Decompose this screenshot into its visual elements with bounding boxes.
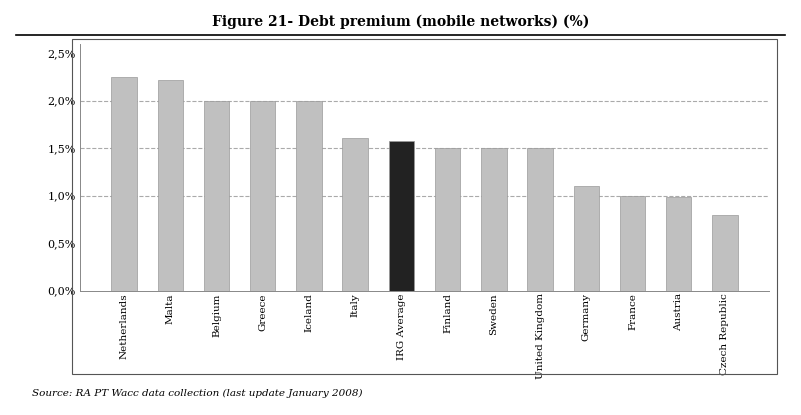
Bar: [250, 100, 276, 290]
Bar: [481, 148, 506, 290]
Bar: [296, 100, 322, 290]
Text: Source: RA PT Wacc data collection (last update January 2008): Source: RA PT Wacc data collection (last…: [32, 389, 363, 398]
Bar: [111, 77, 137, 290]
Bar: [388, 142, 414, 290]
Bar: [666, 198, 691, 290]
Bar: [158, 80, 183, 290]
Bar: [203, 100, 229, 290]
Bar: [527, 148, 553, 290]
Text: Figure 21- Debt premium (mobile networks) (%): Figure 21- Debt premium (mobile networks…: [211, 15, 590, 29]
Bar: [620, 195, 646, 290]
Bar: [343, 138, 368, 290]
Bar: [712, 215, 738, 290]
Bar: [574, 186, 599, 290]
Bar: [435, 148, 461, 290]
